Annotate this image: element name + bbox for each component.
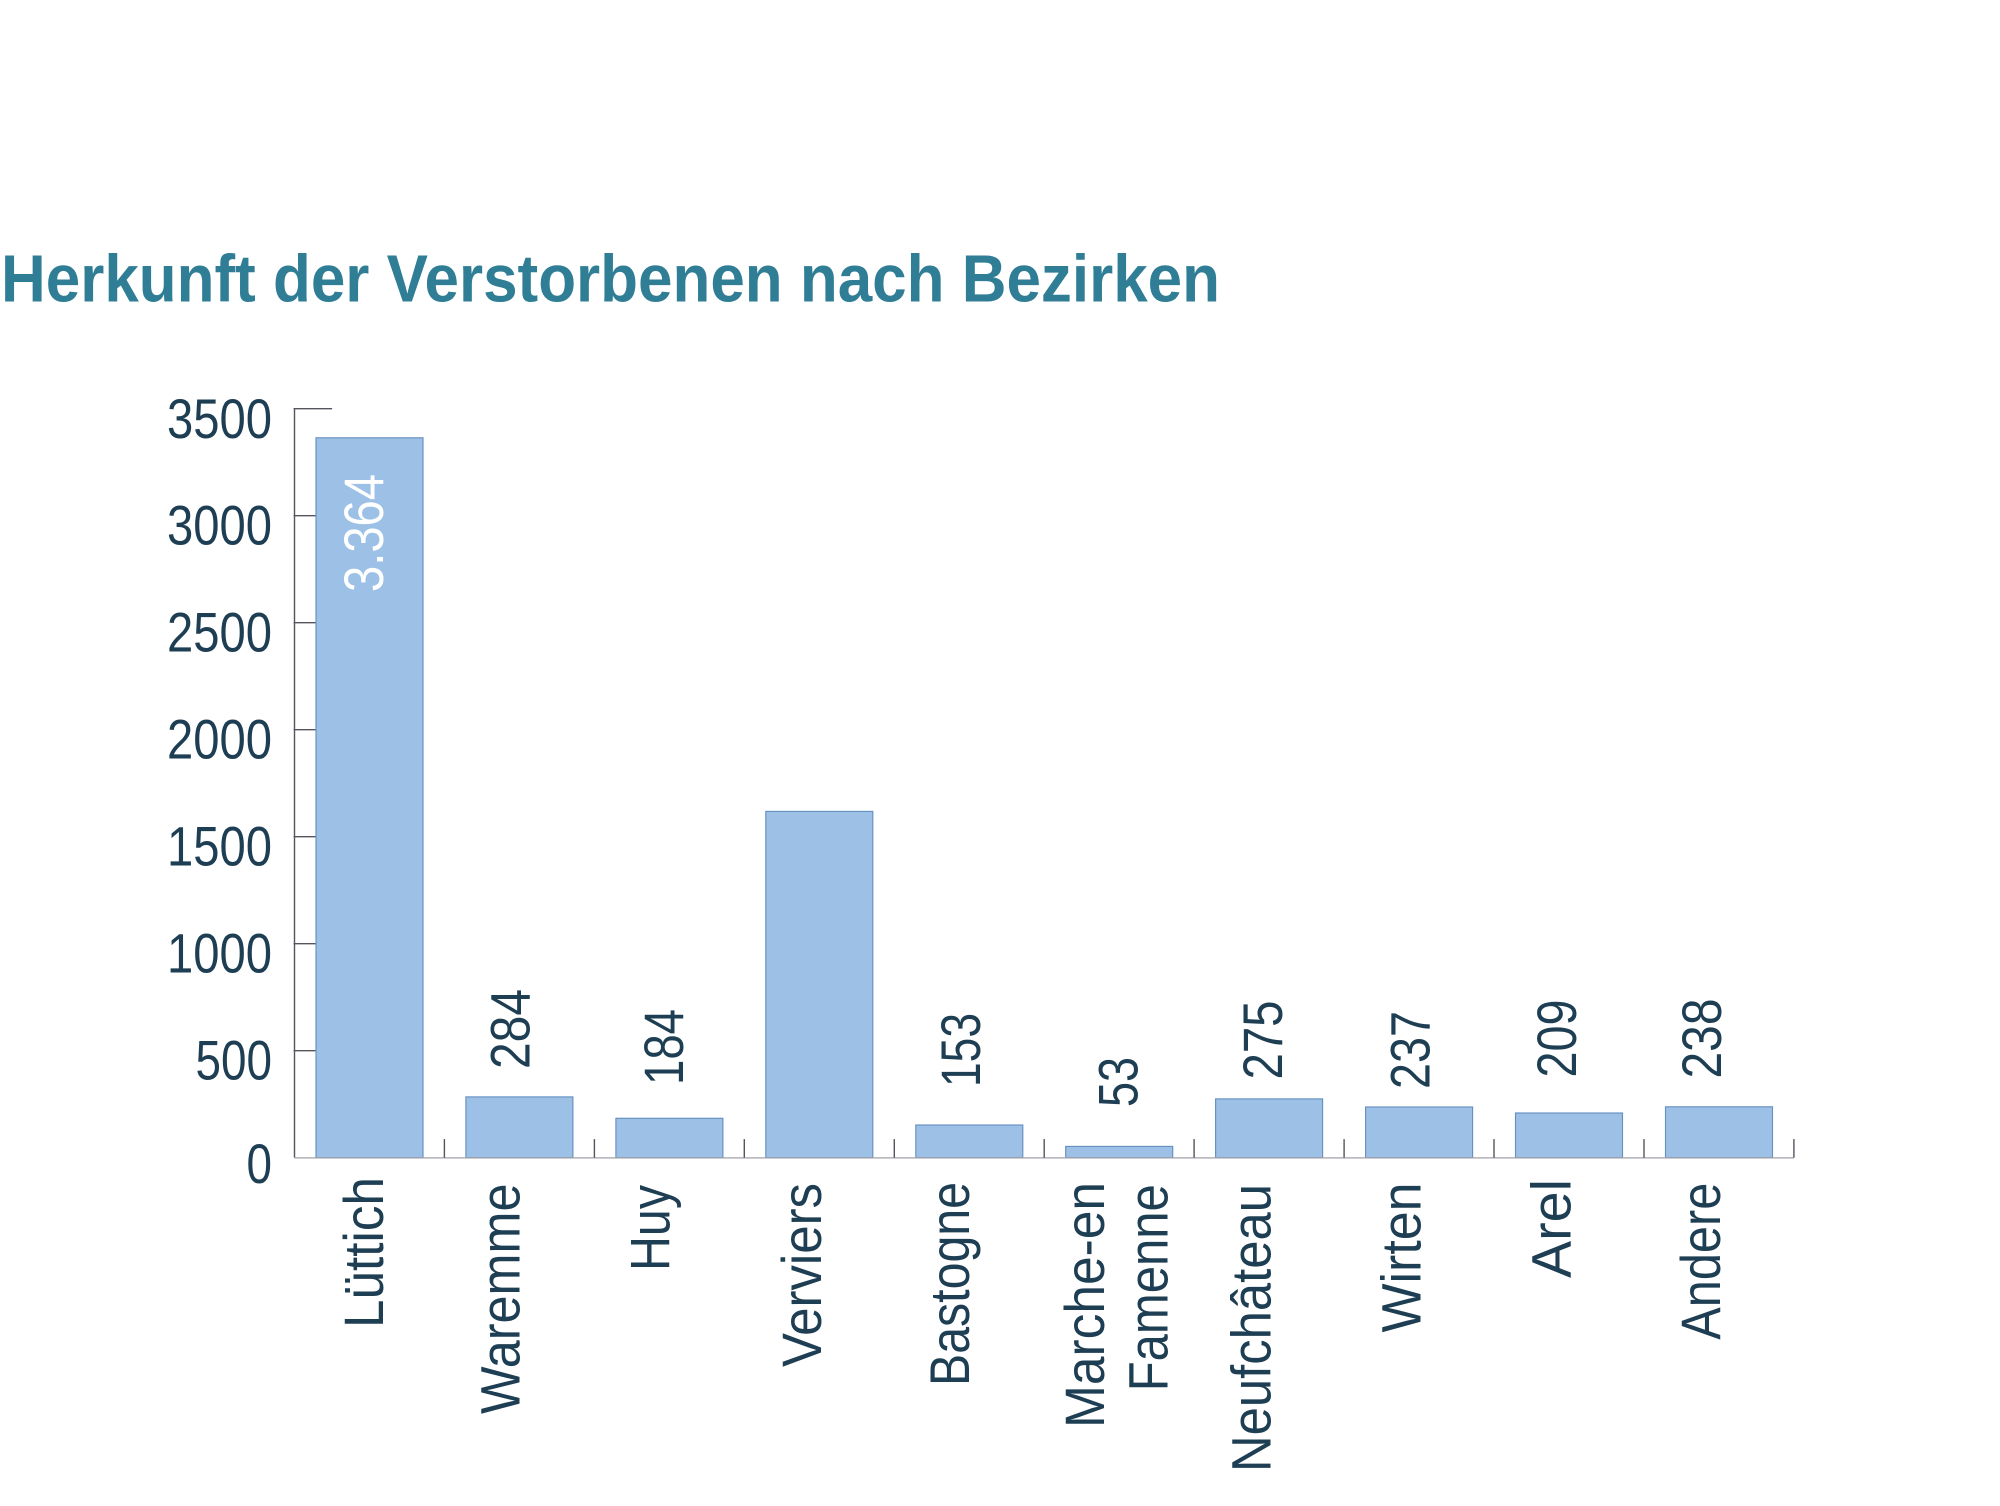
svg-text:184: 184	[632, 1009, 695, 1085]
svg-text:3000: 3000	[167, 493, 272, 556]
svg-text:Verviers: Verviers	[770, 1183, 833, 1367]
svg-text:3500: 3500	[167, 387, 272, 450]
svg-text:Marche-en: Marche-en	[1053, 1182, 1116, 1428]
svg-text:53: 53	[1087, 1057, 1150, 1107]
svg-text:237: 237	[1379, 1011, 1442, 1089]
svg-text:Waremme: Waremme	[469, 1184, 532, 1415]
svg-text:284: 284	[479, 989, 542, 1069]
svg-text:2500: 2500	[167, 600, 272, 663]
svg-text:Huy: Huy	[619, 1185, 682, 1271]
svg-text:1500: 1500	[167, 814, 272, 877]
svg-text:Herkunft der Verstorbenen nach: Herkunft der Verstorbenen nach Bezirken	[1, 242, 1220, 317]
svg-text:153: 153	[929, 1013, 992, 1087]
svg-text:1000: 1000	[167, 921, 272, 984]
svg-text:209: 209	[1525, 1000, 1588, 1078]
svg-text:Wirten: Wirten	[1370, 1183, 1433, 1333]
svg-text:Neufchâteau: Neufchâteau	[1220, 1184, 1283, 1472]
svg-text:Arel: Arel	[1520, 1179, 1583, 1278]
svg-text:0: 0	[247, 1132, 273, 1195]
svg-text:3.364: 3.364	[332, 474, 395, 592]
svg-text:Lüttich: Lüttich	[332, 1177, 395, 1328]
svg-text:2000: 2000	[167, 707, 272, 770]
svg-text:Andere: Andere	[1669, 1183, 1732, 1340]
svg-text:275: 275	[1231, 1001, 1294, 1080]
svg-text:238: 238	[1670, 999, 1733, 1079]
svg-text:500: 500	[196, 1028, 273, 1091]
svg-text:Bastogne: Bastogne	[918, 1182, 981, 1386]
svg-text:Famenne: Famenne	[1117, 1184, 1180, 1391]
